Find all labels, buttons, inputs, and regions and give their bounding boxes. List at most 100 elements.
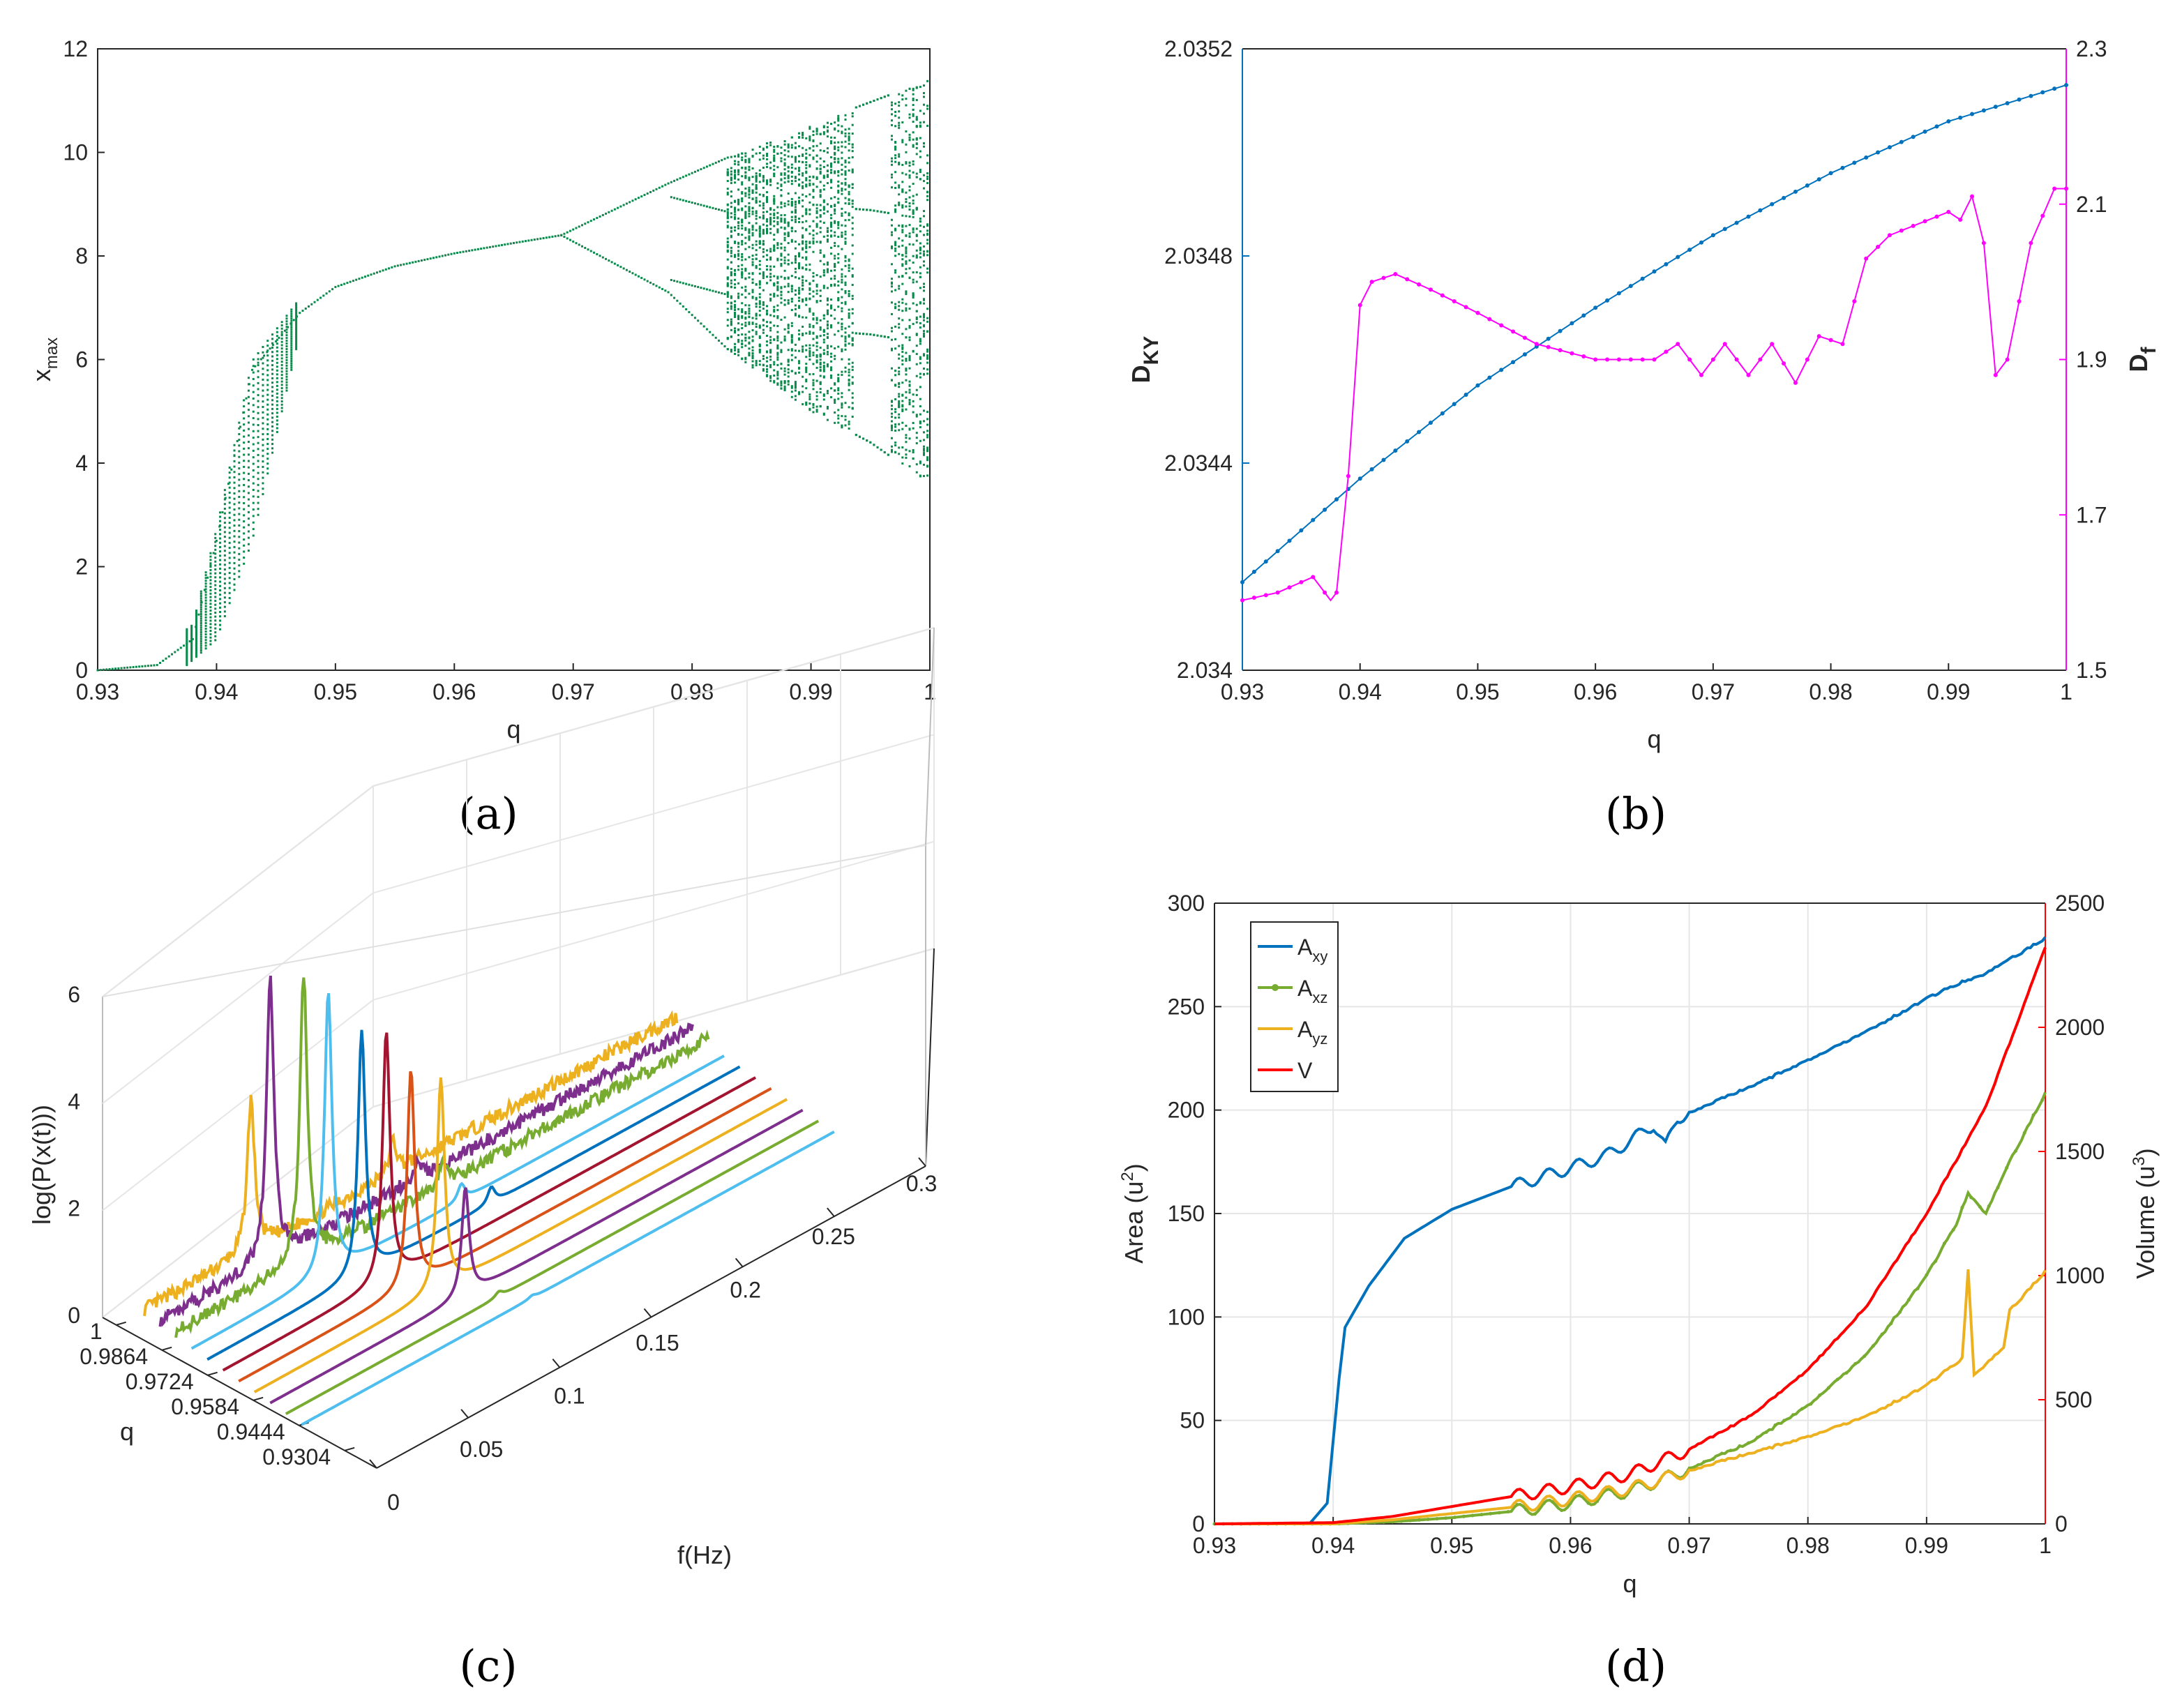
- bifurcation-point: [721, 342, 723, 345]
- bifurcation-point: [352, 280, 354, 282]
- bifurcation-point: [815, 391, 818, 393]
- bifurcation-point: [834, 275, 836, 278]
- bifurcation-point: [769, 275, 772, 278]
- bifurcation-point: [826, 323, 829, 326]
- bifurcation-point: [851, 133, 854, 135]
- bifurcation-point: [527, 239, 530, 242]
- bifurcation-point: [790, 146, 793, 149]
- bifurcation-point: [769, 364, 772, 367]
- bifurcation-point: [271, 407, 274, 410]
- bifurcation-point: [262, 384, 264, 386]
- bifurcation-point: [204, 594, 207, 596]
- bifurcation-point: [219, 615, 222, 618]
- bifurcation-point: [905, 262, 908, 265]
- bifurcation-point: [830, 387, 833, 390]
- bifurcation-point: [733, 241, 736, 244]
- bifurcation-point: [737, 179, 740, 181]
- bifurcation-point: [204, 619, 207, 621]
- bifurcation-point: [751, 264, 754, 266]
- bifurcation-point: [257, 495, 259, 498]
- bifurcation-point: [908, 358, 911, 361]
- bifurcation-point: [894, 171, 897, 174]
- bifurcation-point: [280, 393, 283, 396]
- bifurcation-point: [271, 425, 274, 428]
- bifurcation-point: [901, 188, 904, 191]
- y-left-tick-label: 2.0348: [1164, 243, 1233, 269]
- bifurcation-point: [769, 351, 772, 354]
- bifurcation-point: [186, 636, 188, 639]
- bifurcation-point: [922, 368, 925, 370]
- bifurcation-point: [773, 197, 776, 200]
- bifurcation-point: [819, 157, 822, 160]
- bifurcation-point: [905, 151, 908, 153]
- bifurcation-point: [780, 367, 783, 370]
- bifurcation-point: [247, 395, 250, 398]
- bifurcation-point: [880, 211, 882, 213]
- x-tick-label: 0.97: [1692, 679, 1735, 704]
- bifurcation-point: [783, 220, 786, 222]
- bifurcation-point: [812, 156, 815, 159]
- bifurcation-point: [755, 298, 758, 301]
- bifurcation-point: [423, 259, 426, 262]
- bifurcation-point: [901, 310, 904, 312]
- bifurcation-point: [912, 281, 915, 284]
- bifurcation-point: [808, 287, 811, 289]
- bifurcation-point: [794, 247, 797, 250]
- bifurcation-point: [257, 436, 259, 439]
- bifurcation-point: [733, 331, 736, 334]
- bifurcation-point: [733, 272, 736, 275]
- bifurcation-point: [819, 405, 822, 408]
- bifurcation-point: [830, 136, 833, 139]
- bifurcation-point: [794, 293, 797, 296]
- bifurcation-point: [919, 109, 921, 112]
- bifurcation-point: [195, 650, 197, 653]
- bifurcation-point: [798, 393, 801, 395]
- bifurcation-point: [755, 326, 758, 328]
- bifurcation-point: [737, 173, 740, 176]
- bifurcation-point: [223, 517, 226, 520]
- bifurcation-point: [741, 207, 744, 210]
- bifurcation-point: [912, 138, 915, 141]
- bifurcation-point: [834, 411, 836, 414]
- bifurcation-point: [500, 243, 503, 246]
- bifurcation-point: [247, 428, 250, 430]
- bifurcation-point: [890, 420, 893, 423]
- bifurcation-point: [219, 554, 222, 557]
- bifurcation-point: [822, 361, 825, 364]
- bifurcation-point: [773, 246, 776, 249]
- bifurcation-point: [780, 301, 783, 304]
- bifurcation-point: [247, 377, 250, 379]
- bifurcation-point: [737, 252, 740, 255]
- bifurcation-point: [844, 348, 847, 351]
- bifurcation-point: [915, 153, 918, 156]
- bifurcation-point: [758, 240, 761, 243]
- bifurcation-point: [780, 258, 783, 261]
- bifurcation-point: [637, 275, 640, 278]
- bifurcation-point: [405, 262, 408, 265]
- bifurcation-point: [262, 465, 264, 468]
- bifurcation-point: [702, 325, 705, 328]
- bifurcation-point: [901, 456, 904, 459]
- bifurcation-point: [819, 209, 822, 211]
- bifurcation-point: [805, 245, 808, 248]
- bifurcation-point: [819, 370, 822, 372]
- bifurcation-point: [744, 361, 747, 363]
- bifurcation-point: [844, 170, 847, 173]
- bifurcation-point: [808, 242, 811, 245]
- bifurcation-point: [228, 511, 231, 514]
- bifurcation-point: [195, 633, 197, 636]
- bifurcation-point: [776, 304, 779, 307]
- bifurcation-point: [822, 165, 825, 168]
- bifurcation-point: [762, 186, 765, 189]
- bifurcation-point: [243, 538, 246, 541]
- bifurcation-point: [912, 400, 915, 402]
- bifurcation-point: [894, 307, 897, 310]
- bifurcation-point: [851, 156, 854, 159]
- bifurcation-point: [733, 213, 736, 216]
- bifurcation-point: [295, 307, 298, 310]
- bifurcation-point: [912, 349, 915, 352]
- bifurcation-point: [912, 104, 915, 107]
- bifurcation-point: [858, 208, 861, 211]
- bifurcation-point: [851, 252, 854, 255]
- bifurcation-point: [262, 449, 264, 452]
